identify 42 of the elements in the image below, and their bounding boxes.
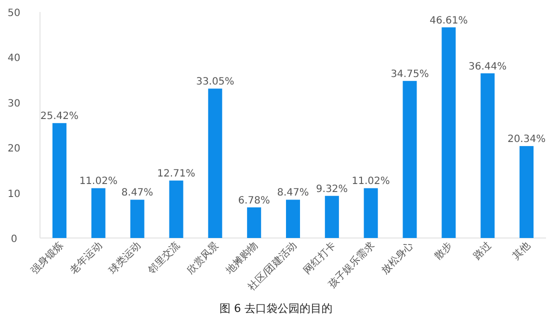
x-tick-label: 强身锻炼 <box>28 240 66 276</box>
y-tick-label: 40 <box>8 53 20 64</box>
y-tick-label: 50 <box>8 8 20 19</box>
y-tick-label: 10 <box>8 188 20 200</box>
x-tick-label: 散步 <box>432 240 455 262</box>
bar <box>442 27 456 238</box>
bar <box>364 188 378 238</box>
bar <box>402 80 417 238</box>
bar <box>208 88 222 238</box>
y-tick-label: 0 <box>10 234 18 245</box>
data-label: 34.75% <box>390 68 429 80</box>
data-label: 20.34% <box>507 134 546 146</box>
data-label: 11.02% <box>79 176 118 188</box>
bar <box>286 200 300 238</box>
data-label: 9.32% <box>316 184 348 195</box>
x-tick-label: 老年运动 <box>68 240 105 276</box>
data-label: 46.61% <box>430 15 468 26</box>
x-tick-label: 欣赏风景 <box>184 240 222 276</box>
bar <box>480 73 495 238</box>
data-label: 8.47% <box>277 188 309 199</box>
data-label: 33.05% <box>196 76 234 88</box>
bar <box>247 207 262 238</box>
x-tick-label: 球类运动 <box>106 240 144 276</box>
bar <box>52 123 66 238</box>
x-tick-label: 放松身心 <box>379 240 416 276</box>
data-label: 11.02% <box>352 176 390 188</box>
data-label: 6.78% <box>238 195 270 206</box>
x-tick-label: 邻里交流 <box>146 240 182 276</box>
bar <box>324 196 339 238</box>
bar <box>520 146 534 238</box>
x-tick-label: 路过 <box>471 240 494 262</box>
caption: 图 6 去口袋公园的目的 <box>220 302 332 315</box>
x-tick-label: 其他 <box>510 240 533 262</box>
y-tick-label: 20 <box>8 144 20 155</box>
y-tick-label: 30 <box>8 98 20 110</box>
data-label: 36.44% <box>468 61 507 72</box>
data-label: 25.42% <box>40 111 79 122</box>
data-label: 8.47% <box>121 188 154 199</box>
bar <box>130 200 144 238</box>
data-label: 12.71% <box>157 168 196 180</box>
bar <box>169 180 184 238</box>
bar <box>91 188 106 238</box>
